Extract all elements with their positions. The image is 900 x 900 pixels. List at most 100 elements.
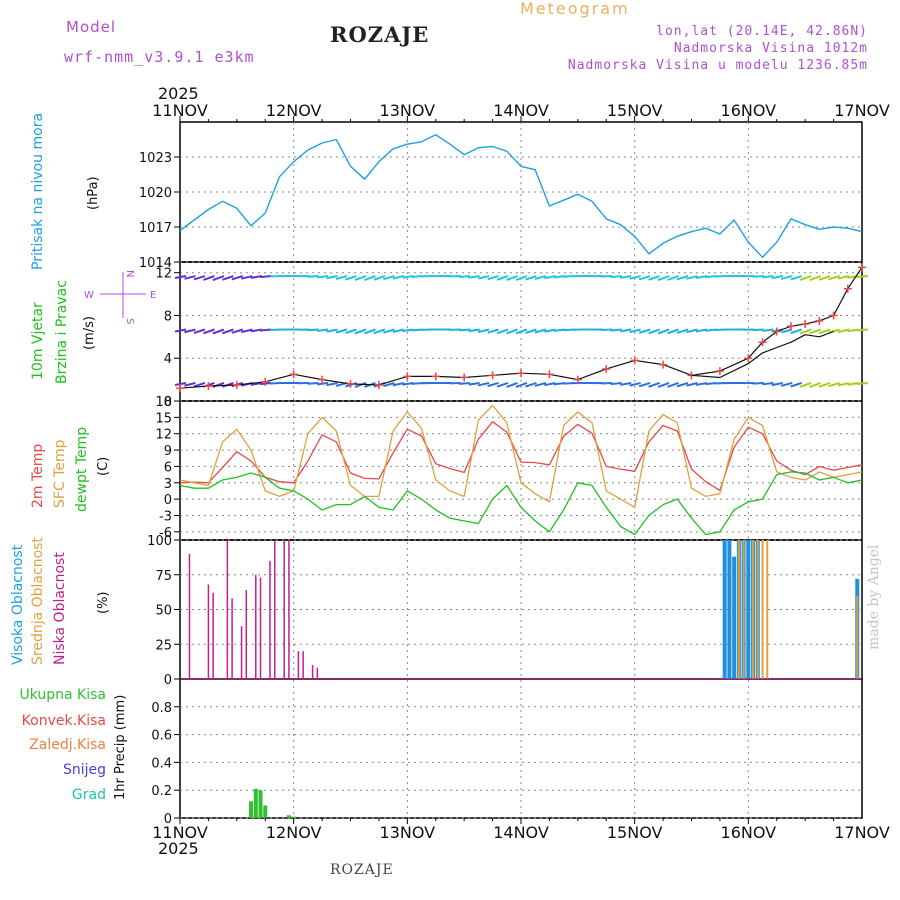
wind-barb <box>411 328 423 332</box>
high-cloud-bar <box>732 556 737 679</box>
wind-barb <box>695 275 708 280</box>
wind-barb <box>364 275 376 281</box>
wind-barb <box>534 328 547 334</box>
wind-barb <box>705 381 717 386</box>
wind-barb <box>856 275 869 279</box>
wind-barb <box>487 328 499 334</box>
wind-barb <box>847 381 859 386</box>
wind-barb <box>544 328 556 333</box>
wind-barb <box>307 381 319 385</box>
pressure-title: Pritisak na nivou mora <box>30 113 46 270</box>
svg-text:S: S <box>124 318 135 324</box>
temp-dew-label: dewpt Temp <box>74 427 90 512</box>
wind-barb <box>752 381 764 385</box>
wind-barb <box>657 382 670 388</box>
x-axis-top: 11NOV 12NOV 13NOV 14NOV 15NOV 16NOV 17NOV <box>152 101 890 120</box>
wind-barb <box>468 275 480 279</box>
wind-barb <box>383 328 395 334</box>
y-tick-label: 6 <box>164 460 172 475</box>
wind-barb <box>316 381 329 386</box>
wind-barb <box>193 275 206 281</box>
wind-barb <box>657 328 670 335</box>
precip-bar <box>249 801 254 818</box>
wind-barb <box>762 275 774 279</box>
wind-barb <box>667 382 679 388</box>
wind-barb <box>307 275 319 278</box>
wind-barb <box>553 328 566 332</box>
wind-barb <box>506 382 518 388</box>
wind-barb <box>345 328 357 335</box>
wind-barb <box>771 381 783 387</box>
wind-barb <box>818 382 831 388</box>
y-tick-label: 12 <box>155 267 172 282</box>
low-cloud-bar <box>226 540 229 679</box>
wind-barb <box>686 275 698 280</box>
wind-barb <box>676 275 689 281</box>
wind-barb <box>790 328 802 334</box>
model-label: Model <box>66 18 117 36</box>
wind-barb <box>648 275 660 281</box>
x-tick-label: 12NOV <box>266 823 322 842</box>
grid-lines <box>180 122 862 819</box>
wind-barb <box>402 328 414 333</box>
wind-barb <box>326 328 338 333</box>
legend-convective-rain: Konvek.Kisa <box>22 713 106 729</box>
wind-barb <box>459 381 471 385</box>
wind-barb <box>762 328 774 332</box>
wind-barb <box>553 381 566 386</box>
wind-barb <box>373 275 386 281</box>
wind-barb <box>193 328 206 334</box>
wind-barb <box>459 275 471 278</box>
wind-barb <box>544 275 556 280</box>
low-cloud-bar <box>283 540 285 679</box>
wind-barb <box>354 328 367 335</box>
x-axis-bottom: 11NOV 12NOV 13NOV 14NOV 15NOV 16NOV 17NOV <box>152 823 890 842</box>
wind-barb <box>563 381 575 385</box>
y-tick-label: 0.2 <box>151 784 172 799</box>
wind-barb <box>354 382 367 388</box>
wind-barb <box>648 382 660 388</box>
wind-barb <box>837 275 850 280</box>
wind-barb <box>676 328 689 334</box>
wind-barb <box>487 382 499 388</box>
wind-barb <box>515 328 528 335</box>
wind-barb <box>563 328 575 332</box>
wind-gust-line <box>691 330 834 379</box>
wind-barb <box>468 328 480 333</box>
wind-barb <box>638 328 651 334</box>
wind-barb <box>383 382 395 388</box>
wind-barb <box>383 275 395 281</box>
pressure-line <box>179 134 863 258</box>
wind-barb <box>477 275 490 280</box>
y-tick-label: 1020 <box>139 186 172 201</box>
wind-barb <box>705 328 717 332</box>
wind-barb <box>496 382 509 388</box>
wind-barb <box>799 275 812 281</box>
wind-barb <box>459 328 471 332</box>
wind-barb <box>563 275 575 278</box>
wind-barb <box>392 275 405 280</box>
wind-barb <box>790 382 802 388</box>
wind-barb <box>762 381 774 386</box>
wind-barb <box>212 328 225 335</box>
wind-barb <box>837 381 850 387</box>
wind-barb <box>686 328 698 334</box>
wind-barb <box>847 275 859 279</box>
wind-unit: (m/s) <box>82 316 97 350</box>
wind-barb <box>326 275 338 280</box>
low-cloud-bar <box>240 626 243 679</box>
low-cloud-bar <box>297 651 300 679</box>
wind-barb <box>620 275 632 279</box>
wind-title-1: 10m Vjetar <box>30 302 46 380</box>
wind-barb <box>799 382 812 388</box>
precip-bar <box>258 790 263 818</box>
wind-barb <box>174 328 187 333</box>
wind-barb <box>222 275 234 281</box>
y-tick-label: 18 <box>155 395 172 410</box>
y-tick-label: 12 <box>155 428 172 443</box>
wind-barb <box>610 381 622 386</box>
wind-barb <box>260 275 272 279</box>
low-cloud-bar <box>316 667 319 679</box>
coordinates: lon,lat (20.14E, 42.86N) <box>656 24 868 39</box>
wind-barb <box>667 328 679 335</box>
